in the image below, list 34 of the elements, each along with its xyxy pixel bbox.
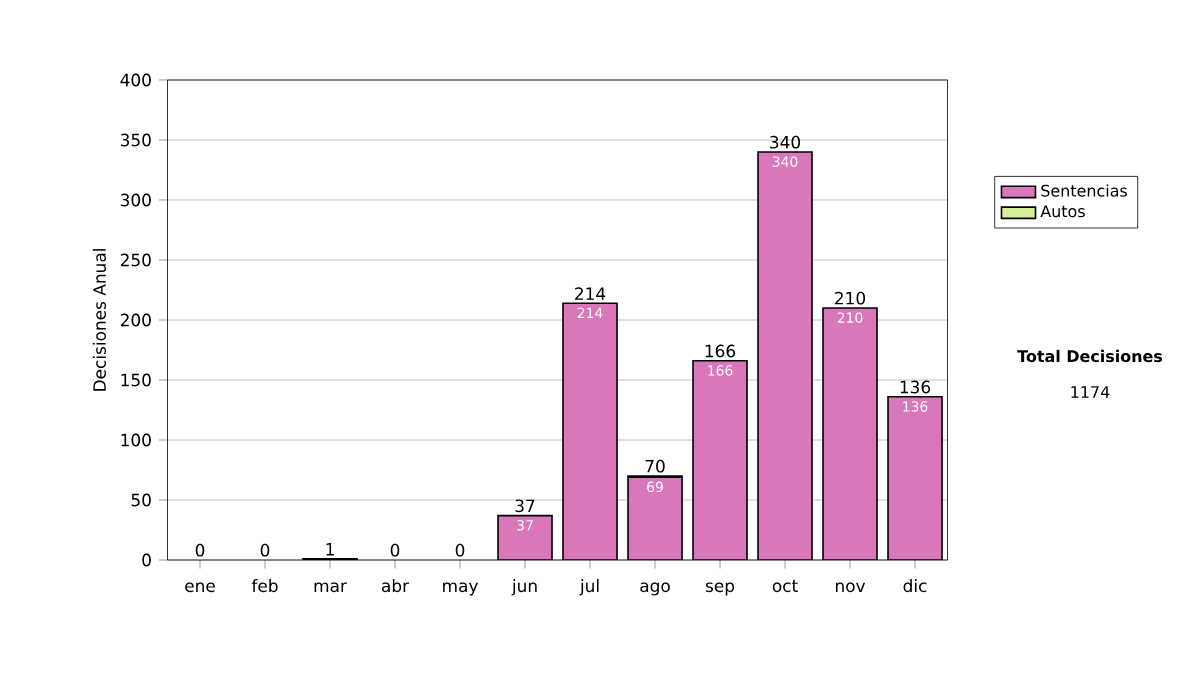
total-label: 0 (455, 543, 465, 557)
total-label: 70 (645, 459, 665, 473)
x-tick-label: ago (640, 582, 670, 596)
total-label: 136 (900, 380, 931, 394)
total-label: 0 (260, 543, 270, 557)
x-tick-label: abr (382, 579, 410, 593)
y-tick-label: 100 (121, 433, 151, 447)
y-tick-label: 400 (120, 73, 151, 87)
x-tick-label: ene (185, 582, 215, 593)
x-tick-label: feb (251, 579, 278, 593)
total-label: 214 (575, 287, 606, 300)
y-axis-title: Decisiones Anual (92, 249, 106, 391)
x-tick-label: mar (314, 582, 347, 593)
total-label: 37 (515, 499, 535, 513)
total-label: 0 (195, 543, 205, 557)
y-tick-label: 0 (142, 553, 151, 567)
x-tick-label: jun (511, 579, 537, 596)
total-label: 1 (326, 543, 334, 556)
y-tick-label: 200 (120, 313, 151, 327)
total-label: 340 (770, 135, 801, 149)
total-label: 210 (835, 291, 866, 305)
x-tick-label: nov (835, 582, 866, 593)
x-tick-label: jul (579, 579, 599, 596)
x-tick-label: may (443, 582, 478, 596)
total-label: 166 (705, 344, 736, 358)
y-tick-label: 150 (121, 373, 151, 387)
y-tick-label: 250 (120, 253, 151, 267)
y-tick-label: 350 (120, 133, 151, 147)
x-tick-label: sep (705, 582, 735, 596)
y-tick-label: 300 (120, 193, 151, 207)
x-tick-label: dic (903, 579, 927, 593)
total-label: 0 (390, 543, 400, 557)
x-tick-label: oct (772, 579, 798, 593)
y-tick-label: 50 (131, 493, 151, 507)
